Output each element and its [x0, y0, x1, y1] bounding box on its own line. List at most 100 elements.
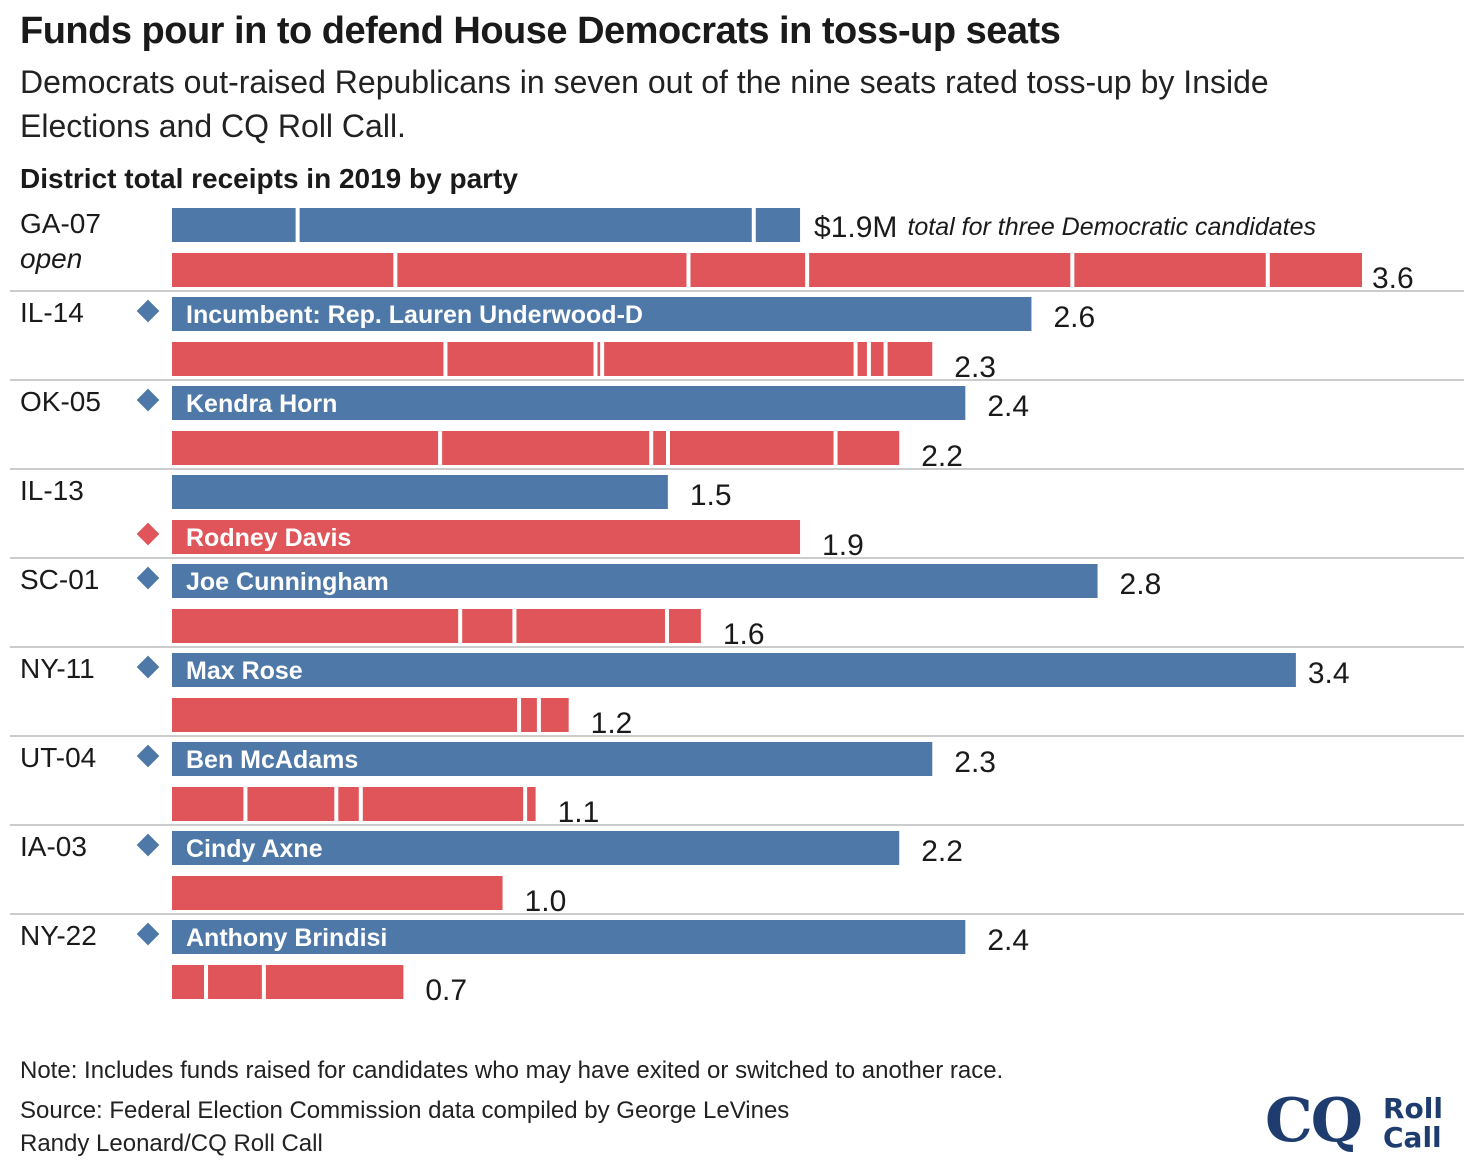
ga-07-dem-annotation: total for three Democratic candidates: [907, 213, 1316, 241]
ny-11-dem-candidate-label: Max Rose: [186, 657, 303, 685]
ny-11-rep-value-label: 1.2: [591, 707, 633, 740]
il-14-dem-candidate-label: Incumbent: Rep. Lauren Underwood-D: [186, 301, 643, 329]
il-13-rep-bar: [172, 520, 801, 554]
ga-07-rep-segment-divider: [393, 253, 398, 287]
il-13-rep-value-label: 1.9: [822, 529, 864, 562]
diamond-icon: [136, 833, 160, 857]
ny-22-rep-value-label: 0.7: [425, 974, 467, 1007]
ga-07-dem-segment-divider: [295, 208, 300, 242]
chart-subtitle: Democrats out-raised Republicans in seve…: [20, 64, 1269, 144]
il-13-dem-value-label: 1.5: [690, 479, 732, 512]
diamond-icon: [136, 922, 160, 946]
il-14-rep-segment-divider: [866, 342, 871, 376]
ok-05-rep-segment-divider: [665, 431, 670, 465]
ok-05-rep-segment-divider: [649, 431, 654, 465]
ut-04-rep-segment-divider: [243, 787, 248, 821]
ny-22-dem-candidate-label: Anthony Brindisi: [186, 924, 387, 952]
ok-05-rep-value-label: 2.2: [921, 440, 963, 473]
ut-04-rep-value-label: 1.1: [558, 796, 600, 829]
sc-01-dem-bar: [172, 564, 1098, 598]
ga-07-dem-value-label: $1.9M: [814, 211, 897, 244]
il-14-rep-segment-divider: [853, 342, 858, 376]
ok-05-district-label: OK-05: [20, 386, 101, 417]
ga-07-note-label: open: [20, 243, 82, 274]
ia-03-dem-value-label: 2.2: [921, 835, 963, 868]
il-14-rep-segment-divider: [593, 342, 598, 376]
diamond-icon: [136, 566, 160, 590]
ga-07-rep-bar: [172, 253, 1362, 287]
il-14-rep-segment-divider: [443, 342, 448, 376]
ny-22-rep-segment-divider: [204, 965, 209, 999]
sc-01-district-label: SC-01: [20, 564, 99, 595]
ga-07-district-label: GA-07: [20, 208, 101, 239]
section-label: District total receipts in 2019 by party: [20, 163, 518, 194]
ut-04-rep-bar: [172, 787, 536, 821]
ga-07-rep-segment-divider: [805, 253, 810, 287]
ny-11-district-label: NY-11: [20, 653, 95, 684]
logo-cq: CQ: [1265, 1086, 1363, 1156]
il-14-dem-bar: [172, 297, 1032, 331]
ia-03-rep-bar: [172, 876, 503, 910]
ut-04-rep-segment-divider: [358, 787, 363, 821]
ny-22-dem-value-label: 2.4: [987, 924, 1029, 957]
il-14-rep-value-label: 2.3: [954, 351, 996, 384]
sc-01-rep-segment-divider: [512, 609, 517, 643]
ny-11-rep-segment-divider: [536, 698, 541, 732]
il-14-rep-segment-divider: [883, 342, 888, 376]
ny-22-district-label: NY-22: [20, 920, 97, 951]
ok-05-dem-value-label: 2.4: [987, 390, 1029, 423]
ny-11-dem-bar: [172, 653, 1296, 687]
sc-01-rep-value-label: 1.6: [723, 618, 765, 651]
ut-04-rep-segment-divider: [523, 787, 528, 821]
ok-05-rep-bar: [172, 431, 900, 465]
ga-07-rep-value-label: 3.6: [1372, 262, 1414, 295]
ga-07-dem-segment-divider: [751, 208, 756, 242]
sc-01-rep-segment-divider: [664, 609, 669, 643]
chart-source: Source: Federal Election Commission data…: [20, 1097, 790, 1124]
ny-11-dem-value-label: 3.4: [1308, 657, 1350, 690]
ny-11-rep-bar: [172, 698, 569, 732]
chart-title: Funds pour in to defend House Democrats …: [20, 10, 1061, 52]
il-14-rep-segment-divider: [600, 342, 605, 376]
diamond-icon: [136, 522, 160, 546]
ok-05-dem-bar: [172, 386, 966, 420]
ny-22-dem-bar: [172, 920, 966, 954]
ut-04-district-label: UT-04: [20, 742, 96, 773]
ok-05-dem-candidate-label: Kendra Horn: [186, 390, 337, 418]
il-14-dem-value-label: 2.6: [1053, 301, 1095, 334]
ut-04-dem-value-label: 2.3: [954, 746, 996, 779]
ia-03-rep-value-label: 1.0: [525, 885, 567, 918]
sc-01-rep-bar: [172, 609, 701, 643]
diamond-icon: [136, 299, 160, 323]
chart-credit: Randy Leonard/CQ Roll Call: [20, 1130, 323, 1157]
il-13-dem-bar: [172, 475, 668, 509]
ny-22-rep-bar: [172, 965, 404, 999]
ny-11-rep-segment-divider: [517, 698, 522, 732]
ok-05-rep-segment-divider: [438, 431, 443, 465]
ny-22-rep-segment-divider: [261, 965, 266, 999]
diamond-icon: [136, 388, 160, 412]
ia-03-dem-candidate-label: Cindy Axne: [186, 835, 323, 863]
logo-roll-call: Roll Call: [1383, 1092, 1443, 1154]
cq-roll-call-logo: CQ Roll Call: [1265, 1086, 1465, 1160]
ia-03-dem-bar: [172, 831, 900, 865]
ut-04-dem-candidate-label: Ben McAdams: [186, 746, 358, 774]
ga-07-rep-segment-divider: [686, 253, 691, 287]
il-14-district-label: IL-14: [20, 297, 84, 328]
il-14-rep-bar: [172, 342, 933, 376]
ga-07-dem-bar: [172, 208, 801, 242]
chart-note: Note: Includes funds raised for candidat…: [20, 1057, 1004, 1084]
ga-07-rep-segment-divider: [1070, 253, 1075, 287]
sc-01-dem-value-label: 2.8: [1120, 568, 1162, 601]
diamond-icon: [136, 655, 160, 679]
il-13-district-label: IL-13: [20, 475, 84, 506]
ga-07-rep-segment-divider: [1265, 253, 1270, 287]
sc-01-rep-segment-divider: [458, 609, 463, 643]
ia-03-district-label: IA-03: [20, 831, 87, 862]
il-13-rep-candidate-label: Rodney Davis: [186, 524, 351, 552]
sc-01-dem-candidate-label: Joe Cunningham: [186, 568, 389, 596]
diamond-icon: [136, 744, 160, 768]
ut-04-dem-bar: [172, 742, 933, 776]
ut-04-rep-segment-divider: [334, 787, 339, 821]
